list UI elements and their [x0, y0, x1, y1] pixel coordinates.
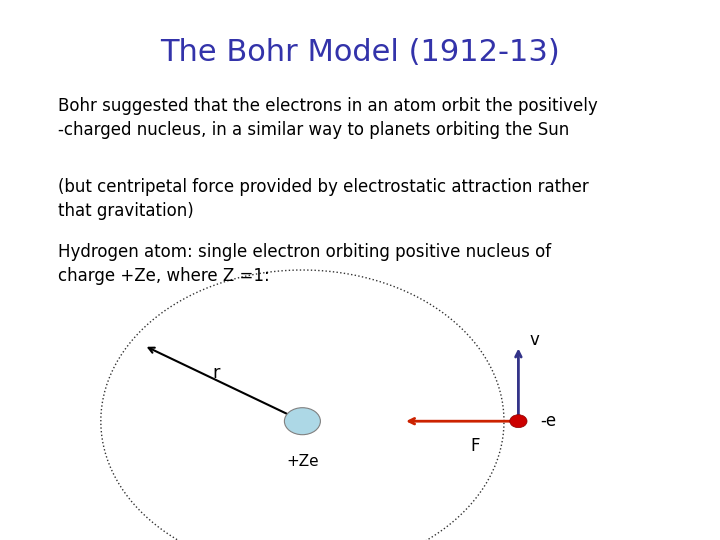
Text: F: F	[470, 437, 480, 455]
Circle shape	[510, 415, 527, 428]
Text: -e: -e	[540, 412, 556, 430]
Text: Bohr suggested that the electrons in an atom orbit the positively
-charged nucle: Bohr suggested that the electrons in an …	[58, 97, 598, 139]
Text: +Ze: +Ze	[286, 454, 319, 469]
Circle shape	[284, 408, 320, 435]
Text: The Bohr Model (1912-13): The Bohr Model (1912-13)	[160, 38, 560, 67]
Text: v: v	[529, 331, 539, 349]
Text: Hydrogen atom: single electron orbiting positive nucleus of
charge +Ze, where Z : Hydrogen atom: single electron orbiting …	[58, 243, 551, 285]
Text: (but centripetal force provided by electrostatic attraction rather
that gravitat: (but centripetal force provided by elect…	[58, 178, 588, 220]
Text: r: r	[212, 363, 220, 382]
